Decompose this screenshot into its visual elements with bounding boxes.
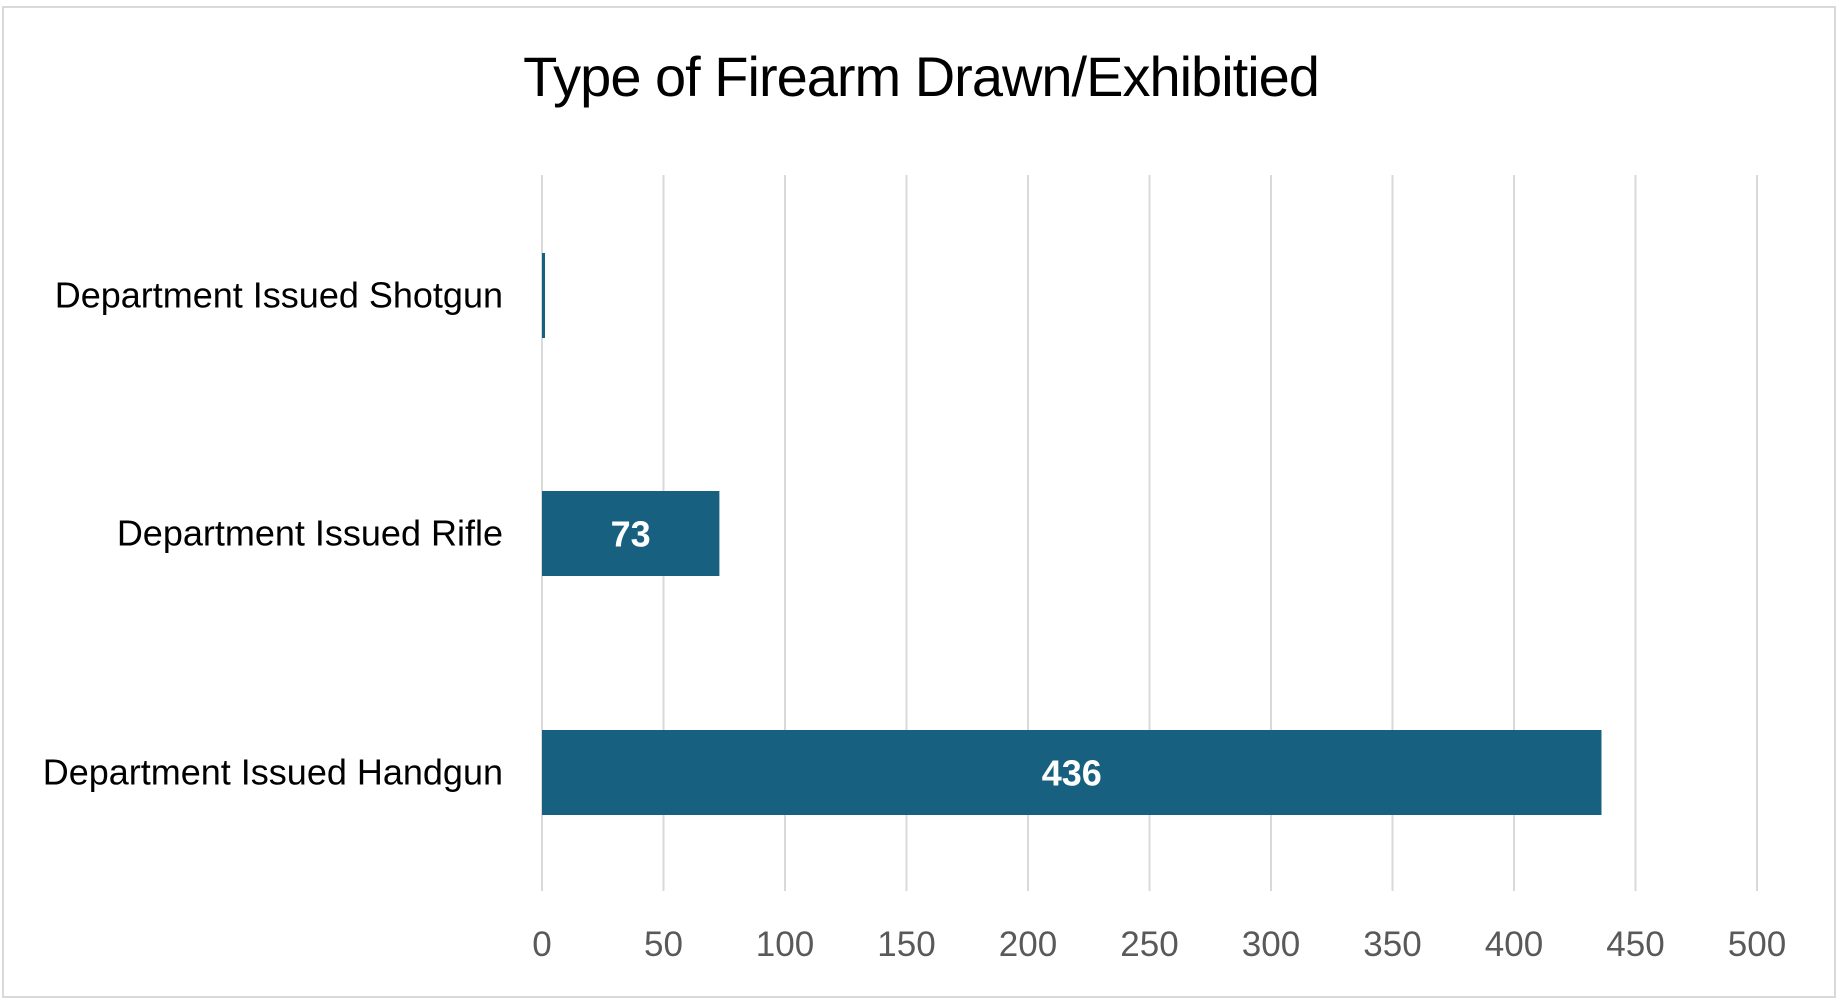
x-tick-label: 150 [877, 925, 935, 964]
x-tick-label: 350 [1363, 925, 1421, 964]
x-tick-label: 200 [999, 925, 1057, 964]
bar [542, 491, 720, 576]
x-tick-label: 250 [1120, 925, 1178, 964]
bar [542, 253, 545, 338]
data-label: 436 [1042, 753, 1102, 794]
category-label: Department Issued Rifle [117, 513, 503, 554]
x-tick-label: 0 [532, 925, 551, 964]
x-tick-label: 300 [1242, 925, 1300, 964]
chart-title: Type of Firearm Drawn/Exhibitied [523, 45, 1320, 108]
data-label: 73 [611, 514, 651, 555]
x-tick-label: 50 [644, 925, 683, 964]
bar [542, 730, 1602, 815]
x-tick-label: 400 [1485, 925, 1543, 964]
x-tick-label: 500 [1728, 925, 1786, 964]
category-label: Department Issued Handgun [43, 752, 503, 793]
x-tick-label: 100 [756, 925, 814, 964]
x-tick-label: 450 [1606, 925, 1664, 964]
chart-frame [2, 6, 1836, 998]
category-label: Department Issued Shotgun [55, 275, 503, 316]
